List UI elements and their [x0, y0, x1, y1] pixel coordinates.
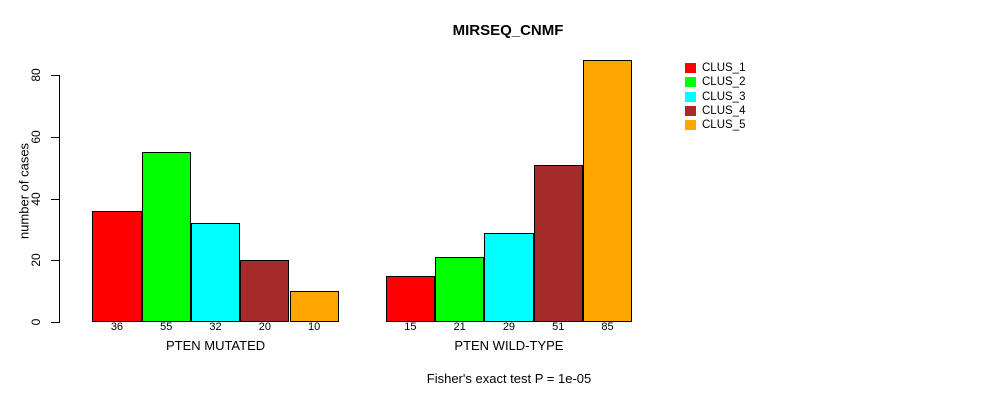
y-axis-tick: [51, 198, 59, 200]
bar-pten-wild-type-clus_5: [582, 59, 633, 322]
legend-item-label: CLUS_3: [702, 90, 746, 103]
legend-swatch-clus_5: [685, 120, 696, 131]
bar-pten-mutated-clus_5: [289, 291, 339, 322]
y-axis-tick-label: 20: [29, 253, 43, 267]
y-axis-tick-label: 40: [29, 191, 43, 206]
bar-value-label: 32: [209, 321, 222, 333]
bar-pten-wild-type-clus_3: [484, 232, 534, 322]
legend-item-label: CLUS_1: [702, 62, 746, 74]
y-axis-tick: [51, 260, 59, 262]
y-axis-tick: [51, 322, 59, 323]
bar-value-label: 29: [502, 321, 516, 333]
bar-pten-mutated-clus_3: [190, 223, 241, 322]
bar-pten-wild-type-clus_2: [435, 257, 485, 322]
legend-swatch-clus_2: [685, 77, 696, 88]
bar-value-label: 15: [404, 321, 417, 333]
legend-swatch-clus_3: [685, 91, 696, 102]
legend-item-label: CLUS_2: [702, 76, 746, 89]
fisher-test-caption: Fisher's exact test P = 1e-05: [426, 371, 592, 386]
bar-value-label: 51: [552, 321, 565, 333]
y-axis-tick-label: 0: [29, 318, 43, 326]
bar-value-label: 55: [160, 321, 173, 333]
legend-item: CLUS_4: [685, 104, 775, 120]
bar-pten-mutated-clus_1: [92, 210, 142, 322]
legend-item: CLUS_2: [685, 76, 775, 91]
bar-pten-mutated-clus_2: [141, 152, 191, 322]
y-axis-tick: [51, 136, 59, 138]
bar-value-label: 20: [258, 321, 271, 333]
legend-item: CLUS_3: [685, 90, 775, 106]
y-axis-tick-label: 60: [29, 130, 43, 144]
bar-pten-wild-type-clus_1: [385, 275, 435, 322]
legend-item: CLUS_1: [685, 62, 775, 77]
y-axis-tick-label: 80: [29, 68, 43, 82]
bar-value-label: 21: [453, 321, 466, 333]
group-label-pten-mutated: PTEN MUTATED: [165, 338, 266, 353]
legend-item: CLUS_5: [685, 119, 775, 134]
y-axis-tick: [51, 75, 59, 77]
bar-pten-wild-type-clus_4: [533, 164, 583, 322]
legend-item-label: CLUS_5: [702, 119, 746, 132]
legend-item-label: CLUS_4: [702, 104, 746, 117]
bar-value-label: 10: [308, 321, 321, 333]
bar-value-label: 85: [601, 321, 614, 333]
legend-swatch-clus_4: [685, 105, 696, 116]
chart-title: MIRSEQ_CNMF: [452, 22, 564, 39]
legend: CLUS_1 CLUS_2 CLUS_3 CLUS_4 CLUS_5: [685, 62, 775, 138]
y-axis-line: [59, 75, 60, 323]
legend-swatch-clus_1: [685, 63, 696, 73]
bar-value-label: 36: [110, 321, 124, 333]
group-label-pten-wild-type: PTEN WILD-TYPE: [454, 338, 564, 353]
bar-pten-mutated-clus_4: [240, 260, 290, 322]
